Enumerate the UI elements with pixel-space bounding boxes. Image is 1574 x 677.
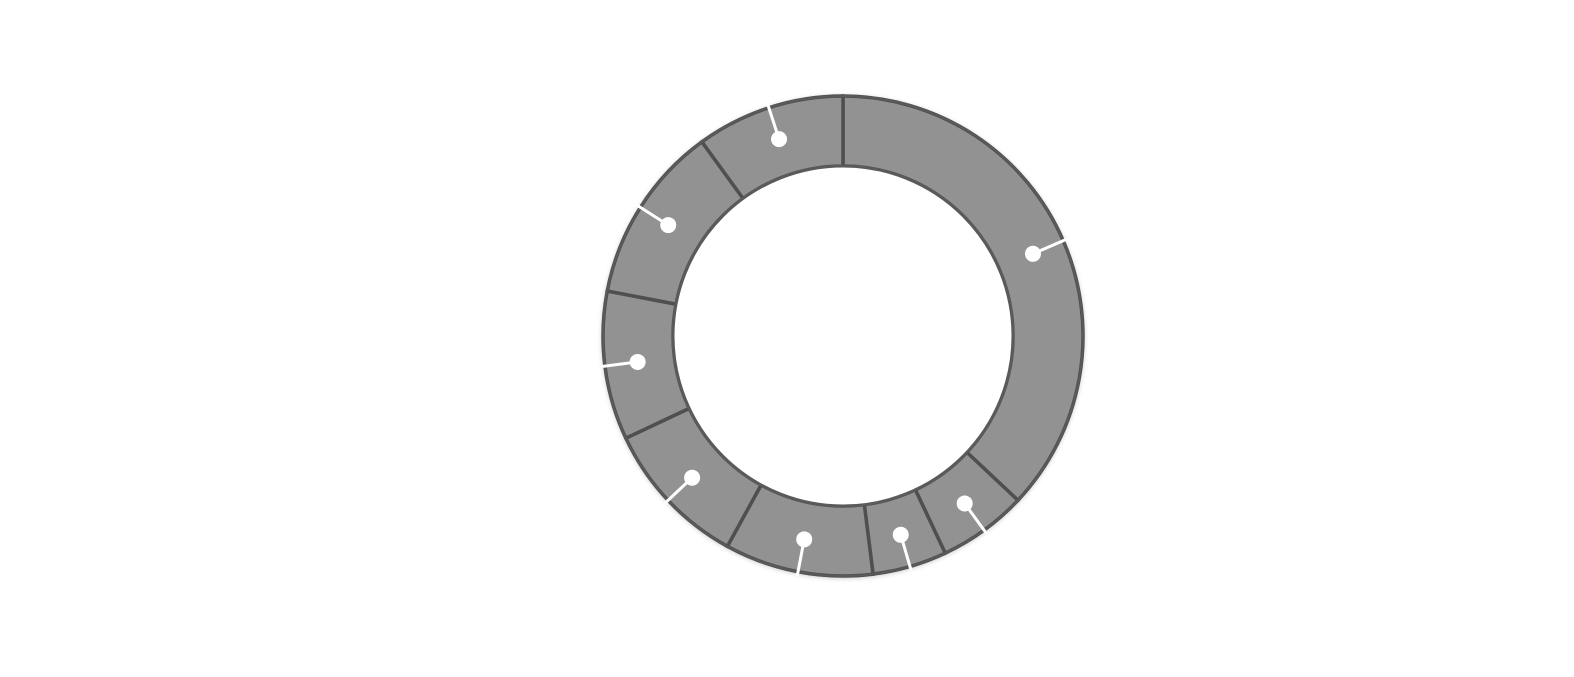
outer-ring-edge	[602, 95, 1084, 577]
ring-outlines	[602, 95, 1084, 577]
markers-layer	[600, 103, 1068, 577]
segment-marker-dot-8	[771, 131, 788, 148]
segment-marker-dot-1	[1024, 245, 1041, 262]
segment-marker-dot-4	[796, 531, 813, 548]
segment-marker-dot-2	[956, 495, 973, 512]
segment-marker-dot-3	[892, 526, 909, 543]
segment-marker-dot-5	[684, 469, 701, 486]
donut-hole	[671, 164, 1015, 508]
segment-marker-dot-6	[629, 353, 646, 370]
segment-marker-dot-7	[660, 217, 677, 234]
